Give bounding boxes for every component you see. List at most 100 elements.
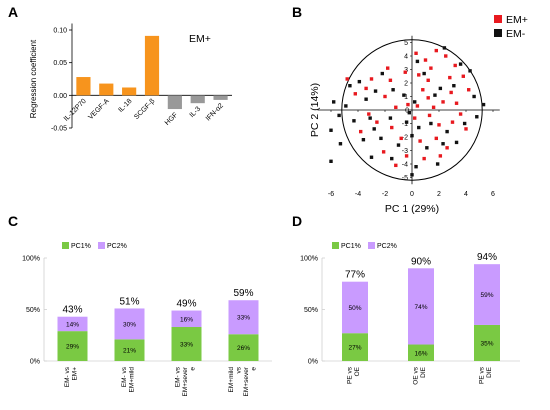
bar-total-label: 90% (411, 256, 431, 267)
panel-letter-b: B (292, 4, 302, 20)
b-point-em-plus (438, 154, 443, 158)
category-label: EM+mild (129, 367, 136, 393)
b-point-em-plus (458, 112, 463, 116)
b-point-em-minus (348, 84, 352, 88)
bar-segment-label: 16% (180, 316, 193, 323)
b-point-em-plus (449, 90, 453, 95)
b-point-em-minus (338, 142, 343, 146)
b-point-em-minus (332, 100, 336, 104)
b-point-em-minus (410, 173, 414, 177)
bar-total-label: 77% (345, 270, 365, 281)
b-point-em-plus (426, 96, 430, 100)
b-point-em-plus (364, 86, 368, 91)
bar-segment-label: 29% (66, 344, 79, 351)
y-tick-label: 100% (22, 256, 40, 263)
a-y-tick-label: 0.00 (53, 93, 67, 100)
legend-swatch (62, 242, 69, 249)
category-label: EM- vs (64, 366, 71, 387)
b-point-em-minus (462, 121, 467, 126)
panel-c-stacked-bar-chart: PC1% PC2%0%50%100%29%14%43%EM- vs EM+21%30… (22, 242, 272, 396)
b-point-em-plus (406, 102, 410, 107)
b-point-em-plus (388, 78, 393, 82)
b-x-tick-label: -2 (382, 191, 388, 198)
legend-label: PC2% (107, 243, 127, 250)
b-point-em-plus (464, 127, 468, 131)
category-label: EM- vs (175, 366, 182, 387)
y-tick-label: 100% (300, 256, 318, 263)
legend-label: PC1% (341, 243, 361, 250)
b-point-em-plus (359, 129, 363, 134)
b-point-em-minus (442, 46, 447, 50)
bar-segment-pc2 (57, 316, 88, 332)
a-bar (99, 83, 114, 96)
b-point-em-minus (388, 116, 393, 120)
bar-segment-pc1 (228, 334, 259, 361)
b-x-tick-label: 2 (437, 191, 441, 198)
b-point-em-minus (413, 100, 417, 104)
legend-swatch (98, 242, 105, 249)
b-point-em-plus (450, 120, 455, 124)
b-point-em-minus (441, 142, 445, 146)
b-point-em-plus (415, 104, 420, 108)
b-point-em-minus (396, 143, 401, 147)
b-y-tick-label: -2 (402, 135, 408, 142)
b-point-em-plus (437, 123, 441, 127)
a-annotation: EM+ (189, 33, 211, 45)
panel-letter-c: C (8, 213, 18, 229)
a-category-label: HGF (164, 112, 179, 127)
a-bar (190, 95, 205, 104)
bar-total-label: 59% (233, 288, 253, 299)
b-point-em-minus (425, 146, 429, 150)
b-point-em-minus (364, 97, 368, 101)
b-x-tick-label: 0 (410, 191, 414, 198)
b-point-em-plus (367, 112, 371, 116)
b-point-em-minus (435, 162, 440, 166)
category-label: DIE (486, 366, 493, 378)
bar-segment-label: 50% (348, 305, 361, 312)
category-label: OE vs (413, 366, 420, 384)
b-legend-label: EM+ (506, 14, 528, 26)
bar-segment-label: 35% (480, 340, 493, 347)
bar-segment-label: 74% (414, 304, 427, 311)
b-y-tick-label: 2 (404, 81, 408, 88)
b-point-em-minus (373, 89, 378, 93)
b-point-em-plus (418, 139, 422, 143)
b-x-tick-label: -4 (355, 191, 361, 198)
bar-segment-pc2 (114, 308, 145, 340)
category-label: e (190, 367, 197, 371)
b-point-em-minus (481, 102, 486, 107)
a-category-label: SCGF-β (133, 98, 156, 121)
b-point-em-minus (472, 94, 476, 99)
bar-segment-pc2 (171, 310, 202, 328)
b-legend-swatch (494, 29, 502, 37)
b-point-em-plus (403, 70, 407, 74)
b-point-em-plus (467, 88, 471, 92)
a-bar (144, 35, 160, 96)
bar-segment-pc2 (228, 300, 259, 335)
b-point-em-minus (404, 120, 409, 124)
panel-letter-a: A (8, 4, 18, 20)
legend-swatch (368, 242, 375, 249)
b-point-em-plus (427, 113, 432, 118)
bar-total-label: 49% (176, 299, 196, 310)
b-point-em-plus (383, 94, 387, 99)
category-label: vs (236, 366, 243, 373)
b-point-em-minus (458, 62, 463, 66)
category-label: PE vs (347, 366, 354, 384)
category-label: EM- vs (121, 366, 128, 387)
b-y-tick-label: -4 (402, 162, 408, 169)
b-point-em-minus (361, 138, 366, 142)
b-point-em-plus (369, 77, 374, 81)
b-y-tick-label: 0 (405, 108, 409, 115)
bar-segment-pc1 (171, 327, 202, 361)
legend-label: PC1% (71, 243, 91, 250)
b-point-em-minus (433, 93, 437, 97)
b-point-em-plus (381, 150, 386, 154)
b-x-tick-label: 4 (464, 191, 468, 198)
b-point-em-plus (399, 136, 403, 141)
b-point-em-minus (344, 104, 348, 108)
b-point-em-minus (402, 93, 406, 97)
b-point-em-plus (454, 101, 459, 105)
